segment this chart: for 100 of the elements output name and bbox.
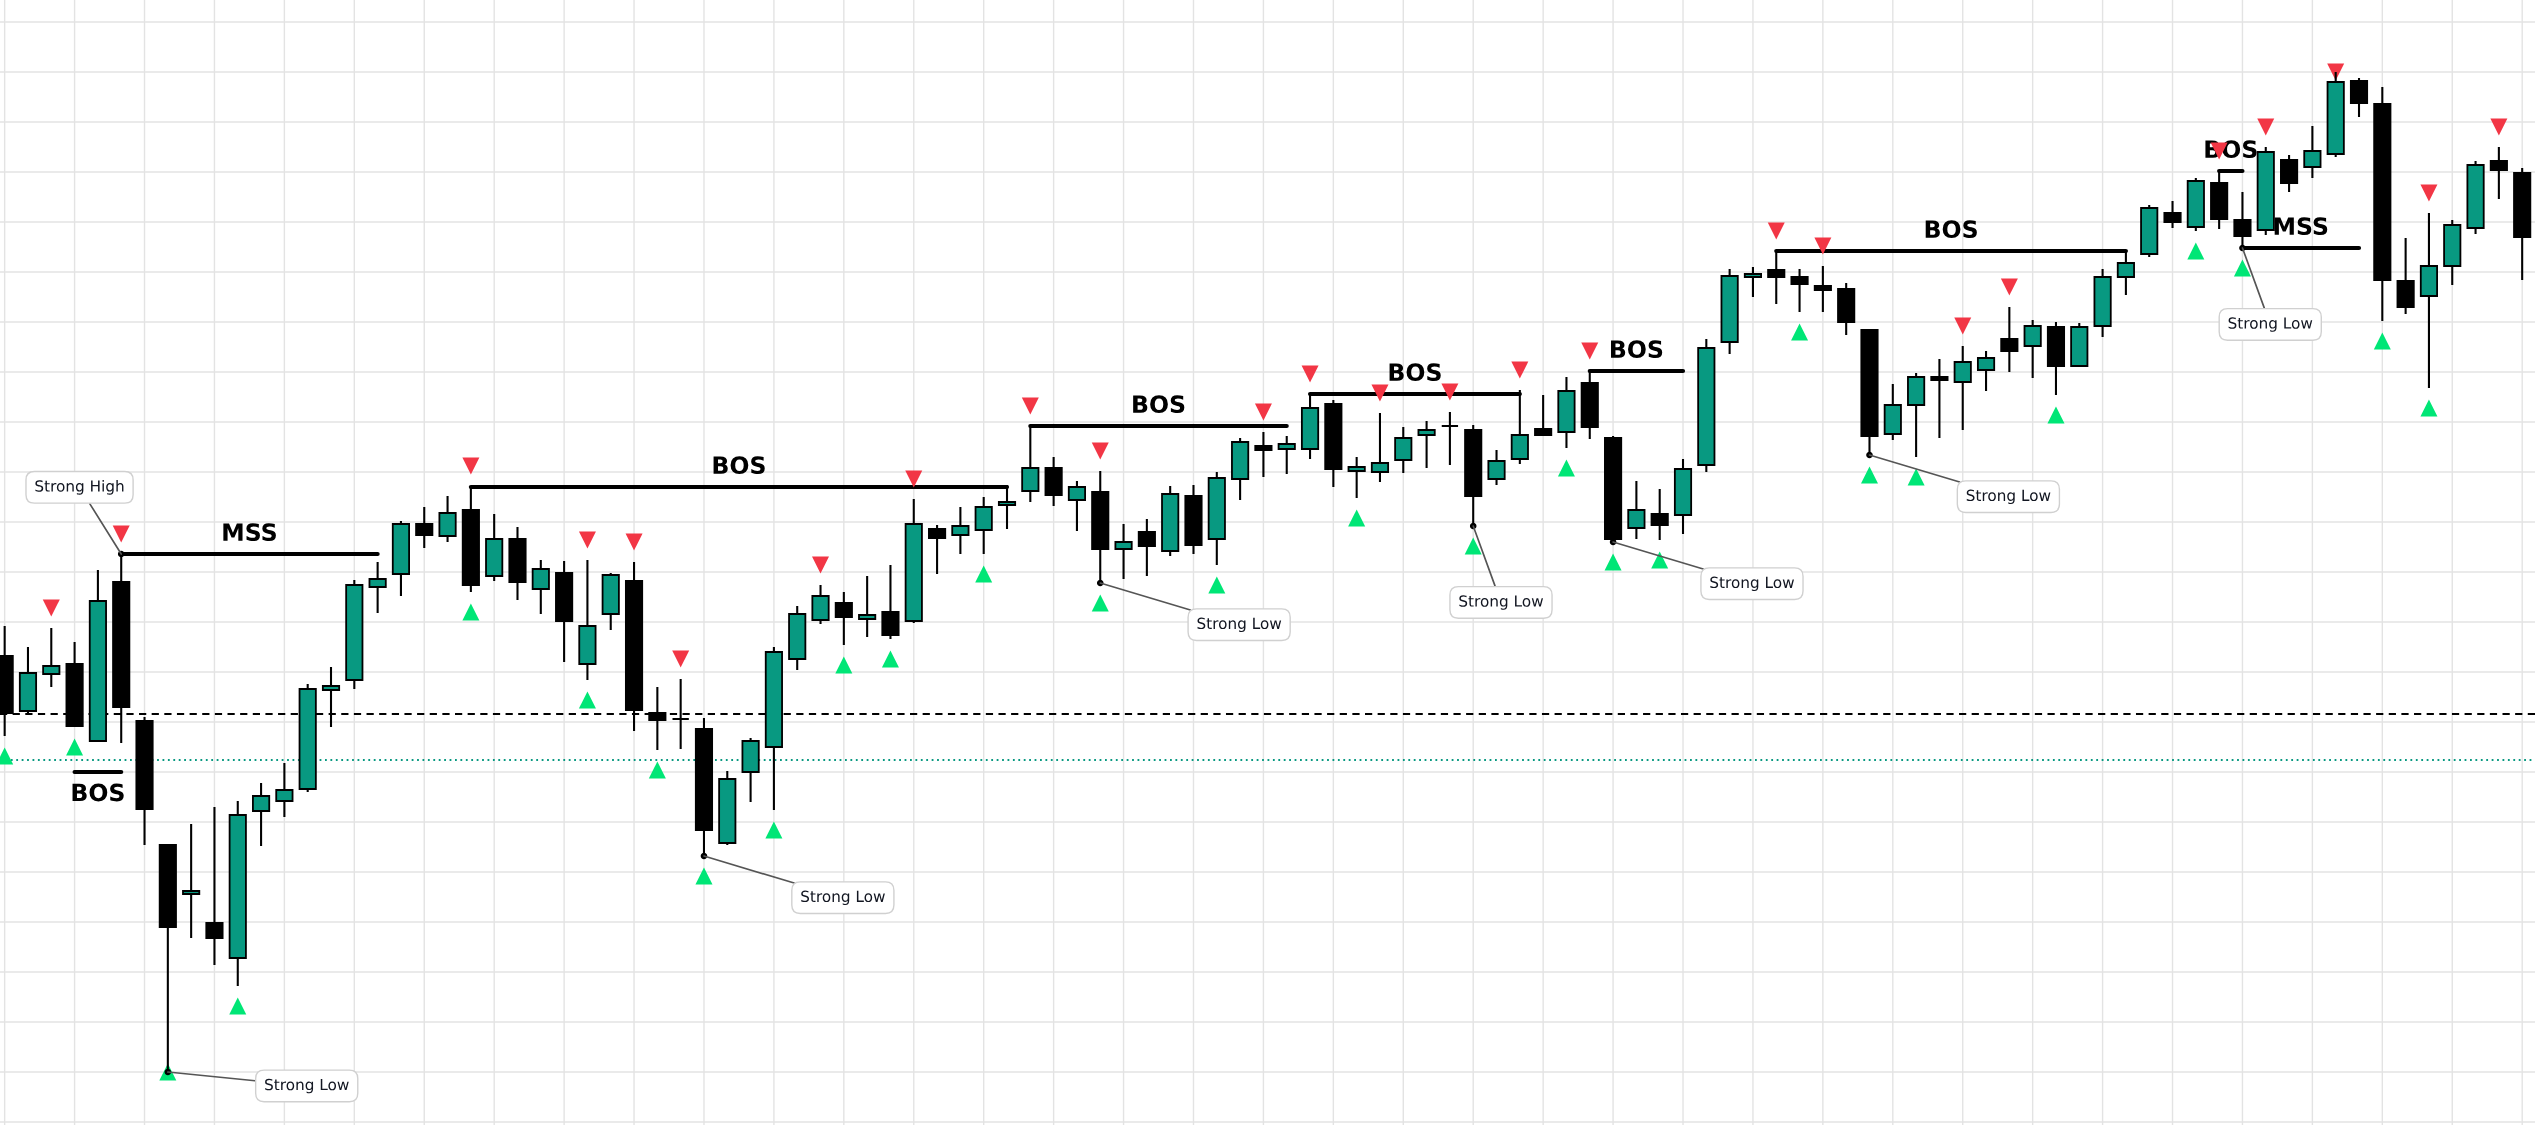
candlestick — [1953, 344, 1972, 432]
point — [578, 691, 596, 709]
candlestick — [2000, 305, 2019, 374]
text: Strong Low — [1197, 617, 1282, 633]
candlestick — [368, 560, 387, 615]
candlestick — [1394, 425, 1413, 475]
candlestick — [811, 583, 830, 626]
candlestick — [1347, 455, 1366, 500]
point — [1860, 466, 1878, 484]
point — [578, 531, 596, 549]
point — [229, 997, 247, 1015]
point — [1651, 551, 1669, 569]
point — [905, 470, 923, 488]
candlestick — [974, 495, 993, 556]
candlestick — [2303, 124, 2322, 180]
point — [2490, 118, 2508, 136]
point — [2233, 259, 2251, 277]
text: Strong Low — [1459, 595, 1543, 610]
point — [1954, 317, 1972, 335]
point — [695, 867, 713, 885]
candlestick — [858, 574, 877, 639]
point — [1091, 442, 1109, 460]
series-label: BOS — [72, 783, 124, 802]
point — [2420, 399, 2438, 417]
candlestick — [2489, 145, 2508, 201]
point — [2373, 332, 2391, 350]
candlestick — [531, 558, 550, 616]
text: Strong Low — [1966, 489, 2051, 505]
candlestick — [438, 494, 457, 544]
candlestick — [415, 505, 434, 550]
point — [462, 457, 480, 475]
point — [1464, 537, 1482, 555]
candlestick — [2280, 153, 2299, 194]
point — [1604, 553, 1622, 571]
series-label: BOS — [1611, 340, 1663, 359]
point — [2047, 406, 2065, 424]
point — [1254, 403, 1272, 421]
candlestick — [928, 523, 947, 576]
candlestick — [275, 761, 294, 819]
candlestick — [1650, 487, 1669, 542]
candlestick — [1534, 393, 1553, 438]
point — [835, 656, 853, 674]
candlestick — [1790, 267, 1809, 314]
text: Strong High — [35, 479, 124, 495]
point — [1208, 576, 1226, 594]
point — [112, 525, 130, 543]
point — [881, 650, 899, 668]
point — [2000, 278, 2018, 296]
candlestick — [1254, 430, 1273, 479]
candlestick — [2023, 318, 2042, 380]
point — [975, 565, 993, 583]
point — [1441, 383, 1459, 401]
series-label: BOS — [713, 456, 765, 475]
candlestick — [252, 781, 271, 848]
point — [1791, 323, 1809, 341]
point — [1301, 365, 1319, 383]
series-label: MSS — [223, 523, 276, 542]
candlestick — [1370, 411, 1390, 484]
candlestick — [1813, 264, 1832, 314]
candlestick — [1440, 410, 1459, 467]
candlestick — [1627, 479, 1646, 541]
point — [812, 556, 830, 574]
text: Strong Low — [265, 1078, 349, 1094]
candlestick — [834, 590, 853, 647]
series-label: BOS — [1133, 395, 1185, 414]
text: Strong Low — [801, 890, 885, 906]
candlestick — [2349, 76, 2369, 119]
candlestick — [1067, 479, 1087, 533]
point — [2187, 242, 2205, 260]
point — [42, 599, 60, 617]
candlestick — [1114, 522, 1133, 581]
candlestick — [182, 822, 201, 940]
candlestick — [881, 563, 900, 641]
candlestick — [1930, 357, 1949, 440]
point — [462, 603, 480, 621]
point — [1814, 237, 1832, 255]
candlestick — [1976, 349, 1996, 393]
point — [1767, 222, 1785, 240]
candlestick — [951, 505, 970, 556]
point — [1907, 468, 1925, 486]
series-label: BOS — [1389, 363, 1441, 382]
candlestick — [1277, 434, 1296, 476]
text: Strong Low — [2228, 317, 2313, 332]
point — [1091, 594, 1109, 612]
point — [1371, 384, 1389, 402]
candlestick — [205, 805, 224, 967]
point — [1557, 459, 1575, 477]
point — [2420, 184, 2438, 202]
candlestick — [1487, 448, 1506, 487]
point — [1021, 397, 1039, 415]
point — [1581, 342, 1599, 360]
point — [1511, 361, 1529, 379]
series-label: BOS — [1925, 220, 1977, 239]
point — [765, 821, 783, 839]
point — [66, 738, 84, 756]
candlestick — [1137, 517, 1156, 578]
candlestick — [1743, 265, 1763, 299]
candlestick — [1417, 419, 1436, 470]
point — [625, 533, 643, 551]
point — [2257, 118, 2275, 136]
